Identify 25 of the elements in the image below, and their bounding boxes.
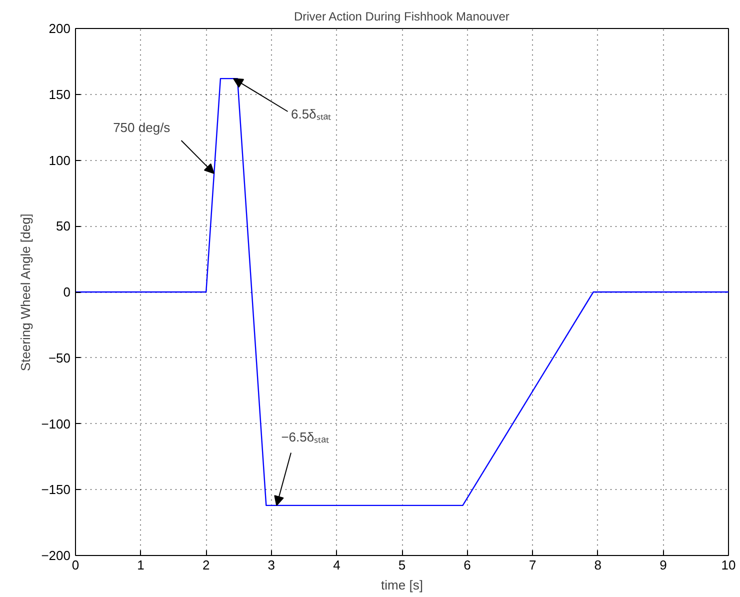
chart-title: Driver Action During Fishhook Manouver <box>294 10 510 24</box>
y-tick-label: −50 <box>48 350 71 366</box>
y-tick-label: −150 <box>41 482 71 498</box>
y-tick-label: 200 <box>48 21 71 36</box>
y-tick-label: −200 <box>41 548 71 563</box>
y-tick-label: 100 <box>48 152 71 168</box>
x-tick-label: 1 <box>137 558 144 572</box>
annotation: 6.5δₛₜₐₜ <box>290 106 332 122</box>
x-tick-label: 7 <box>528 558 536 572</box>
annotation: 750 deg/s <box>113 120 171 135</box>
y-tick-label: 50 <box>56 218 71 234</box>
x-tick-label: 4 <box>333 558 340 572</box>
x-tick-label: 8 <box>594 558 602 572</box>
annotation: −6.5δₛₜₐₜ <box>281 429 329 444</box>
y-tick-label: 0 <box>63 284 71 300</box>
y-tick-label: −100 <box>41 416 71 432</box>
x-axis-title: time [s] <box>381 578 423 592</box>
y-tick-label: 150 <box>48 86 71 102</box>
x-tick-label: 9 <box>660 558 667 572</box>
y-axis-title: Steering Wheel Angle [deg] <box>18 214 34 372</box>
x-tick-label: 5 <box>398 558 406 572</box>
x-tick-label: 10 <box>721 558 736 572</box>
x-tick-label: 6 <box>464 558 471 572</box>
x-tick-label: 3 <box>268 558 276 572</box>
x-tick-label: 2 <box>202 558 210 572</box>
